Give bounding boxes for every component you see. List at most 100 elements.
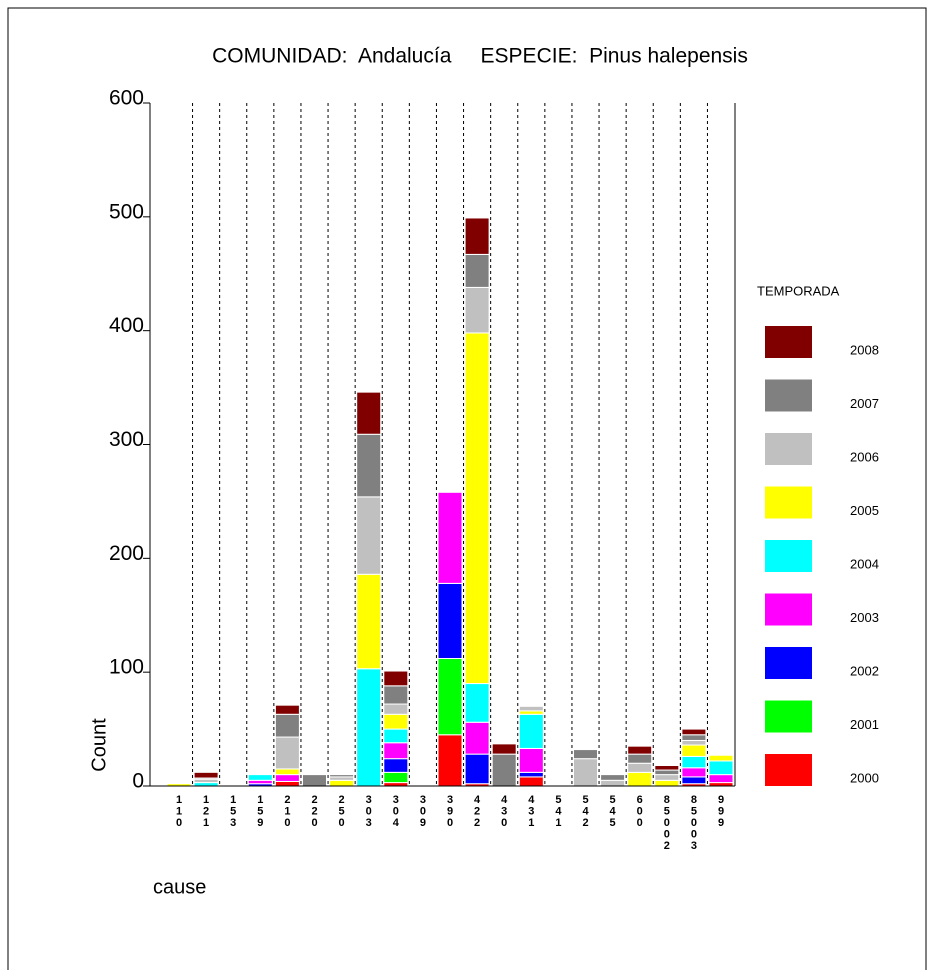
bar-segment <box>627 745 653 755</box>
legend-label: 2002 <box>850 663 879 678</box>
bar-segment <box>573 758 598 787</box>
y-tick-label: 0 <box>132 770 144 793</box>
bar-segment <box>193 778 219 784</box>
bar-segment <box>464 721 490 755</box>
bar-segment <box>356 391 382 435</box>
legend-swatch <box>765 379 812 412</box>
bar-segment <box>708 760 734 776</box>
y-tick-label: 300 <box>109 428 144 451</box>
bar-segment <box>329 774 355 778</box>
bar-segment <box>654 774 680 781</box>
bar-segment <box>600 774 626 781</box>
legend-title: TEMPORADA <box>757 283 840 298</box>
bar-segment <box>518 705 544 712</box>
bar-segment <box>681 739 707 746</box>
bar-segment <box>302 774 327 787</box>
bar-segment <box>464 253 490 288</box>
legend-label: 2004 <box>850 556 879 571</box>
legend-label: 2000 <box>850 770 879 785</box>
y-tick-label: 200 <box>109 542 144 565</box>
bar-segment <box>356 496 382 575</box>
y-tick-label: 100 <box>109 656 144 679</box>
legend-swatch <box>765 433 812 465</box>
bar-segment <box>518 710 544 715</box>
y-tick-label: 500 <box>109 200 144 223</box>
legend-swatch <box>765 700 812 733</box>
legend-label: 2006 <box>850 449 879 464</box>
bar-segment <box>681 744 707 757</box>
chart-title: COMUNIDAD: Andalucía ESPECIE: Pinus hale… <box>212 45 748 68</box>
bar-segment <box>274 736 300 770</box>
legend-swatch <box>765 540 812 572</box>
legend-label: 2003 <box>850 610 879 625</box>
bar-segment <box>274 704 300 715</box>
bar-segment <box>464 753 490 785</box>
bar-segment <box>573 749 598 760</box>
bar-segment <box>491 743 517 755</box>
bar-segment <box>464 217 490 255</box>
bar-segment <box>274 780 300 787</box>
x-axis-label: cause <box>153 876 206 898</box>
bar-segment <box>464 286 490 334</box>
bar-segment <box>329 776 355 781</box>
bar-segment <box>383 685 409 705</box>
bar-segment <box>627 771 653 787</box>
legend-swatch <box>765 593 812 626</box>
bar-segment <box>518 713 544 749</box>
bar-segment <box>627 762 653 773</box>
bar-segment <box>518 771 544 778</box>
bar-segment <box>193 771 219 779</box>
bar-segment <box>247 774 273 781</box>
legend-swatch <box>765 326 812 358</box>
y-tick-label: 600 <box>109 87 144 110</box>
bar-segment <box>654 769 680 776</box>
legend-label: 2005 <box>850 503 879 518</box>
bar-segment <box>681 734 707 741</box>
legend-label: 2007 <box>850 396 879 411</box>
bar-segment <box>383 771 409 784</box>
bar-segment <box>681 755 707 769</box>
bar-segment <box>356 573 382 670</box>
legend-swatch <box>765 647 812 679</box>
bar-segment <box>708 782 734 787</box>
bar-segment <box>464 683 490 723</box>
bar-segment <box>600 779 626 787</box>
legend-swatch <box>765 486 812 519</box>
bar-segment <box>329 779 355 787</box>
bar-segment <box>383 728 409 744</box>
bar-segment <box>193 782 219 787</box>
bar-segment <box>437 734 463 787</box>
bar-segment <box>383 742 409 760</box>
bar-segment <box>383 758 409 773</box>
bar-segment <box>518 747 544 773</box>
bar-segment <box>383 703 409 715</box>
bar-segment <box>627 753 653 764</box>
bar-segment <box>383 782 409 787</box>
legend-label: 2008 <box>850 342 879 357</box>
bar-segment <box>491 753 517 787</box>
bar-segment <box>356 668 382 787</box>
bar-segment <box>464 332 490 685</box>
bar-segment <box>708 754 734 762</box>
bar-segment <box>437 491 463 584</box>
bar-segment <box>708 774 734 784</box>
bar-segment <box>681 728 707 736</box>
